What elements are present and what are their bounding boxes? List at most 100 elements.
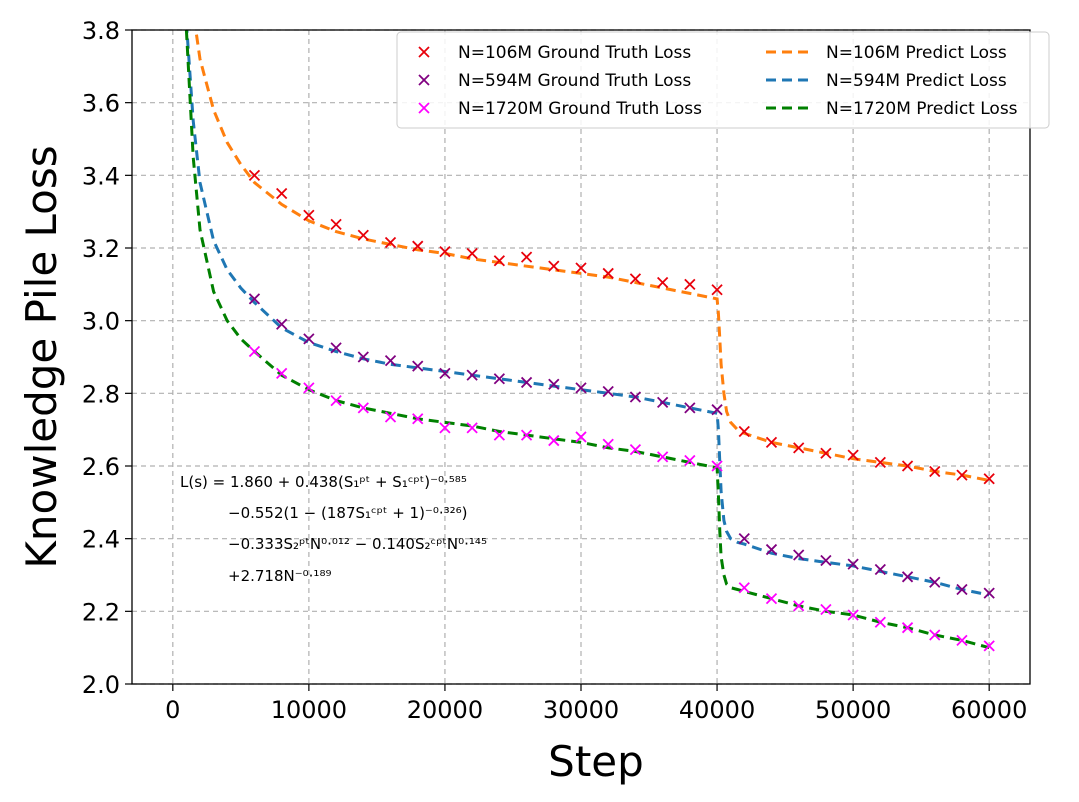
- legend-label: N=1720M Ground Truth Loss: [458, 99, 702, 119]
- ground-truth-point: [874, 563, 886, 576]
- y-axis-label: Knowledge Pile Loss: [17, 145, 66, 568]
- ground-truth-point: [466, 369, 478, 381]
- ground-truth-point: [439, 367, 451, 379]
- formula-line-1: L(s) = 1.860 + 0.438(S₁ᵖᵗ + S₁ᶜᵖᵗ)⁻⁰·⁵⁸⁵: [180, 473, 467, 491]
- y-tick-label: 3.6: [82, 90, 120, 118]
- ground-truth-point: [711, 460, 723, 472]
- formula-line-4: +2.718N⁻⁰·¹⁸⁹: [228, 567, 331, 585]
- ground-truth-point: [575, 262, 587, 274]
- ground-truth-point: [684, 402, 696, 414]
- ground-truth-point: [384, 236, 397, 249]
- ground-truth-point: [820, 603, 832, 616]
- formula-annotation: L(s) = 1.860 + 0.438(S₁ᵖᵗ + S₁ᶜᵖᵗ)⁻⁰·⁵⁸⁵…: [180, 473, 487, 585]
- ground-truth-point: [248, 169, 261, 181]
- ground-truth-point: [520, 251, 533, 263]
- ground-truth-point: [330, 218, 342, 231]
- ground-truth-point: [439, 422, 451, 434]
- y-tick-label: 3.0: [82, 308, 120, 336]
- legend-label: N=106M Ground Truth Loss: [458, 43, 691, 63]
- ground-truth-point: [656, 396, 669, 409]
- x-axis-label: Step: [548, 737, 644, 786]
- x-tick-label: 0: [165, 696, 180, 724]
- ground-truth-point: [684, 278, 696, 290]
- ground-truth-point: [629, 444, 642, 456]
- ground-truth-point: [602, 267, 614, 280]
- ground-truth-point: [711, 284, 723, 296]
- ground-truth-point: [765, 543, 778, 556]
- x-tick-label: 40000: [679, 696, 755, 724]
- ground-truth-point: [493, 429, 506, 441]
- ground-truth-point: [493, 255, 506, 267]
- y-tick-label: 2.6: [82, 453, 120, 481]
- ground-truth-point: [901, 622, 914, 634]
- formula-line-2: −0.552(1 − (187S₁ᶜᵖᵗ + 1)⁻⁰·³²⁶): [228, 504, 468, 522]
- ground-truth-point: [276, 318, 288, 330]
- ground-truth-point: [847, 558, 859, 570]
- ground-truth-point: [575, 431, 587, 443]
- ground-truth-point: [983, 473, 995, 485]
- ground-truth-point: [520, 376, 533, 389]
- ground-truth-point: [330, 342, 342, 354]
- ground-truth-point: [412, 413, 424, 425]
- ground-truth-point: [956, 634, 968, 647]
- ground-truth-point: [439, 245, 451, 258]
- y-tick-label: 3.2: [82, 235, 120, 263]
- legend-box: [396, 31, 1050, 129]
- ground-truth-point: [602, 438, 614, 450]
- ground-truth-point: [656, 276, 669, 289]
- ground-truth-point: [901, 460, 914, 472]
- ground-truth-point: [874, 456, 886, 469]
- ground-truth-point: [276, 367, 288, 379]
- ground-truth-point: [901, 571, 914, 583]
- predict-line-n-1720m: [184, 30, 990, 650]
- ground-truth-point: [629, 391, 642, 403]
- ground-truth-point: [629, 273, 642, 285]
- y-tick-label: 2.8: [82, 380, 120, 408]
- ground-truth-point: [847, 609, 859, 621]
- ground-truth-point: [466, 422, 478, 434]
- ground-truth-point: [793, 549, 805, 561]
- ground-truth-point: [384, 411, 397, 423]
- ground-truth-point: [656, 451, 669, 463]
- ground-truth-points: [248, 169, 995, 652]
- x-tick-label: 50000: [815, 696, 891, 724]
- ground-truth-point: [493, 373, 506, 385]
- ground-truth-point: [765, 592, 778, 605]
- ground-truth-point: [711, 404, 723, 416]
- y-tick-label: 2.4: [82, 526, 120, 554]
- ground-truth-point: [303, 382, 315, 394]
- ground-truth-point: [874, 616, 886, 628]
- y-tick-label: 2.2: [82, 598, 120, 626]
- ground-truth-point: [412, 240, 424, 252]
- predict-line-n-106m: [194, 30, 990, 482]
- ground-truth-point: [847, 449, 859, 461]
- ground-truth-point: [983, 640, 995, 652]
- ground-truth-point: [384, 354, 397, 367]
- ground-truth-point: [548, 434, 560, 447]
- legend-label: N=594M Predict Loss: [826, 71, 1007, 91]
- ground-truth-point: [357, 351, 369, 363]
- ground-truth-point: [820, 447, 832, 459]
- ground-truth-point: [684, 454, 696, 467]
- y-axis-ticks: 2.0 2.2 2.4 2.6 2.8 3.0 3.2 3.4 3.6 3.8: [82, 17, 132, 699]
- ground-truth-point: [303, 333, 315, 345]
- ground-truth-point: [276, 187, 288, 200]
- ground-truth-point: [793, 442, 805, 454]
- x-tick-label: 20000: [407, 696, 483, 724]
- formula-line-3: −0.333S₂ᵖᵗN⁰·⁰¹² − 0.140S₂ᶜᵖᵗN⁰·¹⁴⁵: [228, 535, 487, 553]
- ground-truth-point: [412, 360, 424, 372]
- legend-label: N=594M Ground Truth Loss: [458, 71, 691, 91]
- legend-label: N=106M Predict Loss: [826, 43, 1007, 63]
- x-tick-label: 60000: [951, 696, 1027, 724]
- legend-label: N=1720M Predict Loss: [826, 99, 1018, 119]
- ground-truth-point: [929, 629, 941, 641]
- ground-truth-point: [575, 382, 587, 394]
- ground-truth-point: [520, 429, 533, 441]
- legend-marker: [418, 102, 430, 114]
- ground-truth-point: [330, 394, 342, 407]
- y-tick-label: 2.0: [82, 671, 120, 699]
- ground-truth-point: [793, 600, 805, 612]
- ground-truth-point: [765, 436, 778, 449]
- legend: N=106M Ground Truth Loss N=594M Ground Tr…: [396, 31, 1050, 129]
